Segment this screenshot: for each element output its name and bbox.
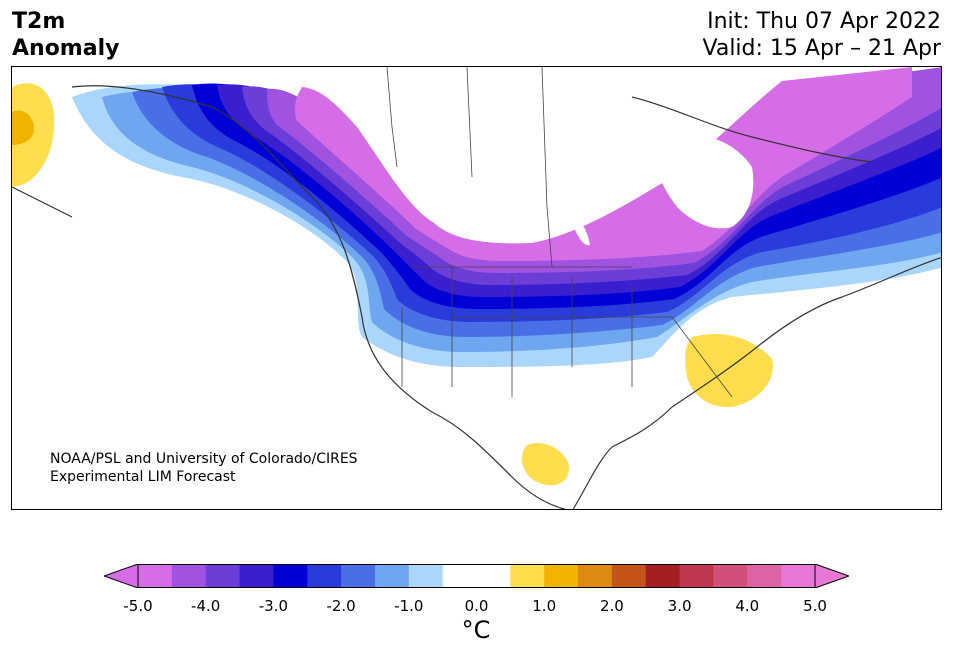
lake-great-bear [352,113,407,129]
colorbar-cell [645,564,681,588]
colorbar-tick-label: 2.0 [599,597,624,615]
colorbar-tick-label: 1.0 [532,597,557,615]
colorbar-tick-label: 5.0 [803,597,827,615]
colorbar-cell [273,564,308,588]
colorbar-cell [611,564,647,588]
valid-range: Valid: 15 Apr – 21 Apr [702,36,942,61]
colorbar-tick-label: -5.0 [123,597,153,615]
coastlines [12,85,941,509]
colorbar-cell [679,564,714,588]
colorbar-cell [476,564,511,588]
credit-line-2: Experimental LIM Forecast [50,469,236,485]
colorbar-outline [137,564,816,588]
colorbar-cell [781,564,816,588]
anomaly-map: NOAA/PSL and University of Colorado/CIRE… [11,66,942,510]
colorbar-cell [138,564,173,588]
colorbar-tick-label: -3.0 [258,597,289,615]
colorbar-over-extension [814,564,849,588]
colorbar-under-extension [104,564,139,588]
colorbar-cell [544,564,579,588]
hudson-bay [652,133,754,229]
colorbar-tick-label: 0.0 [464,597,489,615]
colorbar-cell [713,564,748,588]
colorbar-tick-label: -2.0 [326,597,356,615]
colorbar-cell [408,564,444,588]
lake-winnipeg [572,220,590,246]
colorbar-tick-label: -1.0 [394,597,424,615]
colorbar-cells [138,564,816,588]
colorbar-unit: °C [461,616,491,644]
title-line-1: T2m [12,9,66,34]
map-svg [12,67,941,509]
colorbar-cell [205,564,241,588]
colorbar-cell [307,564,342,588]
credit-line-1: NOAA/PSL and University of Colorado/CIRE… [50,451,358,467]
colorbar-cell [239,564,274,588]
title-line-2: Anomaly [12,36,120,61]
colorbar-tick-label: 4.0 [735,597,760,615]
colorbar-cell [747,564,782,588]
warm-anomaly-alaska-core [12,110,34,145]
forecast-credit: NOAA/PSL and University of Colorado/CIRE… [50,450,358,486]
colorbar-cell [171,564,207,588]
colorbar-tick-label: 3.0 [667,597,692,615]
colorbar-cell [510,564,545,588]
lake-great-slave [422,144,482,163]
colorbar-cell [341,564,376,588]
warm-anomaly-alaska-west [12,83,55,187]
anomaly-band-minus-3-0 [217,75,941,297]
warm-anomaly-mexico [522,442,569,486]
colorbar [104,564,849,588]
map-title: T2m Anomaly [12,8,119,62]
colorbar-cell [374,564,410,588]
anomaly-band-minus-4-5 [294,67,912,261]
political-borders [386,67,733,398]
colorbar-cell [442,564,477,588]
forecast-dates: Init: Thu 07 Apr 2022 Valid: 15 Apr – 21… [703,8,942,62]
init-date: Init: Thu 07 Apr 2022 [707,9,941,34]
colorbar-tick-label: -4.0 [191,597,221,615]
colorbar-cell [578,564,613,588]
